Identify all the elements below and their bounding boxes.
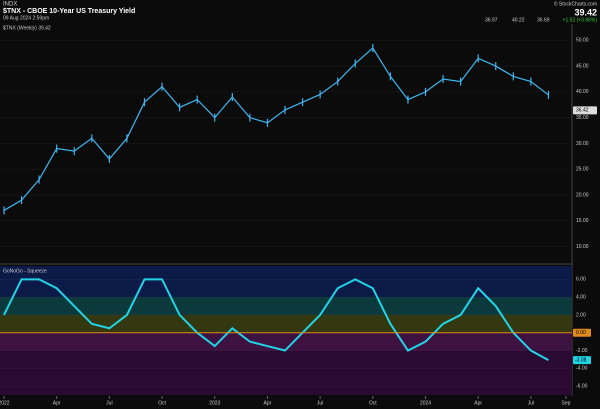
panel-title: GoNoGo - Squeeze bbox=[3, 268, 47, 274]
date: 09 Aug 2024 2:59pm bbox=[3, 15, 49, 21]
open: 36.97 bbox=[485, 17, 498, 23]
y-tick-label: 6.00 bbox=[576, 277, 586, 283]
y-tick-label: 40.00 bbox=[576, 89, 589, 95]
change: +1.52 (+3.96%) bbox=[563, 17, 598, 23]
zone-band bbox=[0, 266, 572, 298]
x-tick-label: 2023 bbox=[209, 400, 220, 406]
high: 40.22 bbox=[512, 17, 525, 23]
y-tick-label: 35.00 bbox=[576, 115, 589, 121]
x-tick-label: Apr bbox=[264, 400, 272, 406]
zero-marker-box bbox=[573, 328, 591, 337]
x-tick-label: Jul bbox=[106, 400, 112, 406]
price-marker-box bbox=[573, 106, 597, 115]
x-tick-label: 2022 bbox=[0, 400, 10, 406]
x-tick-label: Apr bbox=[53, 400, 61, 406]
chart-title: $TNX - CBOE 10-Year US Treasury Yield bbox=[3, 8, 135, 15]
legend: $TNX (Weekly) 39.42 bbox=[3, 25, 51, 31]
y-tick-label: 4.00 bbox=[576, 294, 586, 300]
y-tick-label: 25.00 bbox=[576, 167, 589, 173]
x-tick-label: Oct bbox=[158, 400, 166, 406]
x-tick-label: Jul bbox=[317, 400, 323, 406]
zero-marker: 0.00 bbox=[576, 330, 586, 336]
x-tick-label: Jul bbox=[528, 400, 534, 406]
last-price: 39.42 bbox=[574, 7, 597, 17]
y-tick-label: 2.00 bbox=[576, 312, 586, 318]
y-tick-label: 50.00 bbox=[576, 38, 589, 44]
series-line bbox=[3, 47, 549, 211]
y-tick-label: 45.00 bbox=[576, 63, 589, 69]
exchange: INDX bbox=[3, 2, 17, 8]
credit: © StockCharts.com bbox=[554, 0, 597, 7]
series-line bbox=[3, 278, 549, 362]
y-tick-label: 20.00 bbox=[576, 192, 589, 198]
x-tick-label: 2024 bbox=[420, 400, 431, 406]
y-tick-label: 30.00 bbox=[576, 141, 589, 147]
low: 36.69 bbox=[537, 17, 550, 23]
zone-band bbox=[0, 350, 572, 395]
last-marker-box bbox=[573, 356, 591, 365]
x-tick-label: Sep bbox=[562, 400, 571, 406]
price-marker: 36.42 bbox=[576, 108, 589, 114]
y-tick-label: -6.00 bbox=[576, 383, 588, 389]
y-tick-label: -4.00 bbox=[576, 366, 588, 372]
y-tick-label: -2.00 bbox=[576, 348, 588, 354]
y-tick-label: 10.00 bbox=[576, 244, 589, 250]
zone-band bbox=[0, 332, 572, 351]
y-tick-label: 15.00 bbox=[576, 218, 589, 224]
x-tick-label: Apr bbox=[474, 400, 482, 406]
x-tick-label: Oct bbox=[369, 400, 377, 406]
last-marker: -3.08 bbox=[575, 357, 587, 363]
zone-band bbox=[0, 297, 572, 315]
zone-band bbox=[0, 314, 572, 333]
